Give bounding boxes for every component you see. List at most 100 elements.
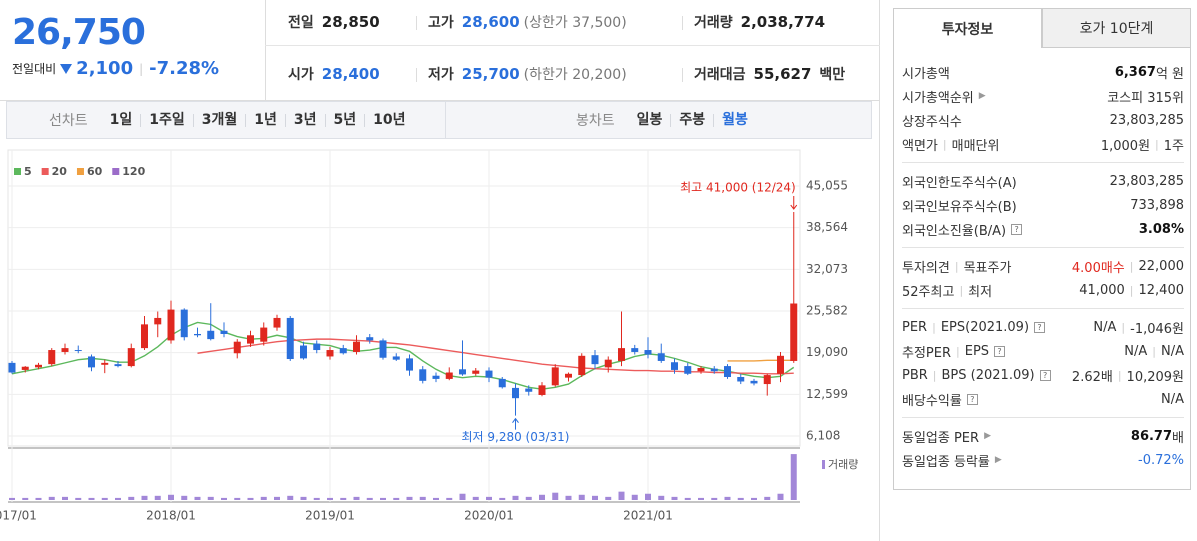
- volume-bar: [565, 495, 572, 500]
- candle-body: [498, 378, 506, 388]
- info-row: PBR | BPS (2021.09)? 2.62배 | 10,209원: [902, 363, 1184, 387]
- side-tab[interactable]: 투자정보: [893, 8, 1042, 48]
- volume-bar: [618, 491, 625, 500]
- help-icon[interactable]: ?: [1039, 369, 1051, 381]
- info-label: PER | EPS(2021.09)?: [902, 319, 1046, 335]
- volume-bar: [194, 496, 201, 500]
- info-value: 86.77 배: [1131, 427, 1184, 446]
- label-text: PER: [902, 319, 928, 335]
- info-label: 배당수익률?: [902, 390, 978, 409]
- quote-value: 25,700: [461, 65, 520, 83]
- tab-option[interactable]: 3년: [284, 113, 325, 127]
- info-row: 52주최고 | 최저 41,000 | 12,400: [902, 278, 1184, 302]
- divider: [265, 0, 266, 100]
- side-tab[interactable]: 호가 10단계: [1042, 8, 1191, 48]
- quote-note: (상한가 37,500): [523, 15, 627, 31]
- change-row: 전일대비 2,100 | -7.28%: [12, 58, 219, 79]
- tab-option[interactable]: 1년: [245, 113, 285, 127]
- value-text: N/A: [1093, 319, 1117, 335]
- candle-body: [777, 355, 784, 374]
- volume-bar: [300, 496, 307, 500]
- label-text: 목표주가: [963, 260, 1012, 276]
- candle-body: [180, 309, 188, 338]
- volume-bar: [327, 497, 333, 500]
- label-text: 외국인소진율(B/A): [902, 223, 1007, 239]
- legend-label: 20: [52, 165, 68, 178]
- label-text: 외국인한도주식수(A): [902, 175, 1017, 191]
- quote-cell: 거래량 2,038,774: [694, 12, 825, 32]
- candle-body: [21, 366, 29, 370]
- info-value: 4.00매수 | 22,000: [1072, 257, 1184, 276]
- label-text: 동일업종 등락률: [902, 454, 990, 470]
- help-icon[interactable]: ?: [966, 393, 978, 405]
- volume-bar: [539, 494, 545, 500]
- help-icon[interactable]: ?: [994, 345, 1006, 357]
- candle-body: [538, 385, 546, 395]
- value-text: 10,209원: [1126, 369, 1184, 385]
- info-group: 외국인한도주식수(A) 23,803,285 외국인보유주식수(B) 733,898 외…: [902, 162, 1184, 247]
- volume-bar: [353, 496, 360, 500]
- help-icon[interactable]: ?: [1034, 321, 1046, 333]
- candle-body: [763, 375, 771, 385]
- info-value: 6,367 억 원: [1115, 63, 1184, 82]
- candle-body: [353, 341, 360, 352]
- volume-bar: [234, 497, 241, 500]
- candle-body: [154, 317, 162, 325]
- separator: |: [956, 344, 960, 358]
- tab-option[interactable]: 1일: [109, 111, 133, 128]
- volume-bar: [751, 497, 757, 500]
- quote-cell: 저가 25,700 (하한가 20,200): [428, 64, 627, 84]
- tab-option[interactable]: 3개월: [192, 113, 246, 127]
- volume-bar: [101, 497, 108, 500]
- volume-bar: [499, 497, 506, 500]
- y-tick-label: 25,582: [806, 303, 848, 317]
- candle-body: [525, 388, 533, 392]
- volume-bar: [48, 496, 55, 500]
- tab-label: 선차트: [49, 113, 88, 129]
- candle-body: [697, 368, 705, 372]
- label-text: 투자의견: [902, 260, 950, 276]
- candle-body: [247, 335, 254, 344]
- candle-body: [618, 348, 625, 361]
- volume-bar: [605, 496, 612, 500]
- volume-bar: [154, 495, 161, 500]
- arrow-icon: ▶: [994, 455, 1002, 465]
- tab-option[interactable]: 5년: [324, 113, 365, 127]
- help-icon[interactable]: ?: [1011, 223, 1023, 235]
- volume-bar: [115, 497, 121, 500]
- candle-body: [724, 366, 731, 377]
- tab-option[interactable]: 10년: [364, 113, 413, 127]
- volume-bar: [168, 494, 174, 500]
- max-annotation: 최고 41,000 (12/24): [680, 181, 796, 195]
- info-value: 23,803,285: [1110, 174, 1184, 189]
- info-value: 코스피 315위: [1107, 87, 1184, 106]
- volume-bar: [35, 497, 42, 500]
- volume-bar: [711, 497, 718, 500]
- tab-option[interactable]: 월봉: [713, 113, 756, 127]
- separator: |: [932, 368, 937, 382]
- candle-body: [419, 369, 427, 381]
- divider: [445, 102, 446, 138]
- info-row: 배당수익률? N/A: [902, 387, 1184, 411]
- quote-label: 시가: [288, 67, 314, 83]
- quote-label: 저가: [428, 67, 454, 83]
- tab-option[interactable]: 주봉: [670, 113, 713, 127]
- info-label: 시가총액: [902, 63, 950, 82]
- label-text: 52주최고: [902, 284, 955, 300]
- label-text: 외국인보유주식수(B): [902, 199, 1017, 215]
- label-text: BPS (2021.09): [941, 367, 1035, 383]
- tab-option[interactable]: 1주일: [140, 113, 193, 127]
- candle-body: [260, 327, 268, 342]
- quote-cell: 시가 28,400: [288, 64, 380, 84]
- volume-legend: 거래량: [828, 458, 858, 471]
- max-arrow: [790, 196, 798, 210]
- candle-body: [35, 364, 42, 368]
- candle-body: [657, 353, 665, 361]
- quote-value: 55,627: [753, 65, 812, 83]
- tab-option[interactable]: 일봉: [636, 111, 663, 128]
- arrow-icon: ▶: [984, 431, 991, 441]
- quote-value: 28,600: [461, 13, 520, 31]
- line-tabs: 선차트 1일 1주일 3개월 1년 3년 5년 10년: [49, 102, 414, 138]
- separator: |: [1117, 368, 1122, 382]
- info-label: 52주최고 | 최저: [902, 281, 992, 300]
